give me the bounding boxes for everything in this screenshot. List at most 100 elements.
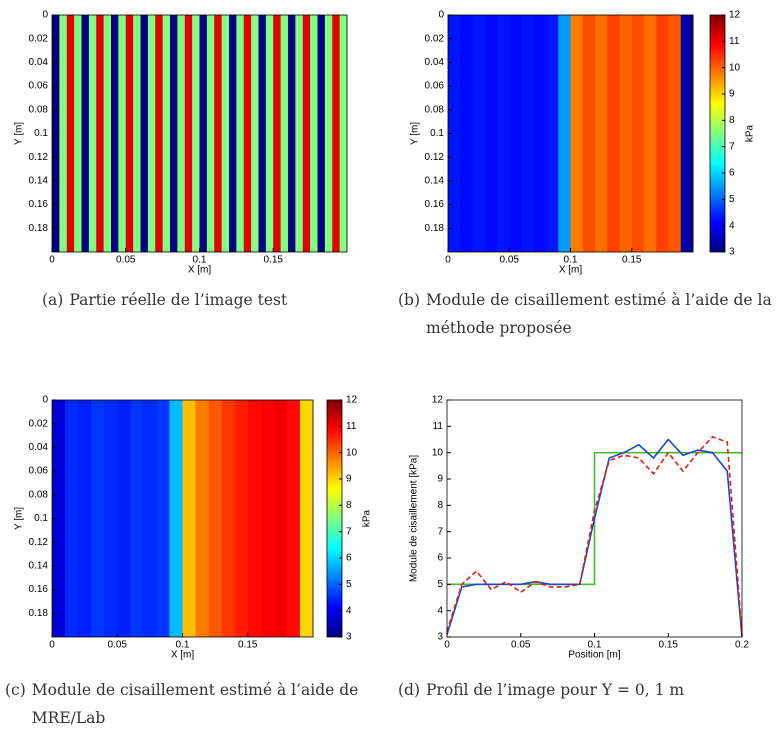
y-tick-label: 0.14 — [29, 561, 49, 572]
y-axis-label: Y [m] — [14, 122, 25, 145]
y-tick-label: 8 — [437, 500, 443, 511]
x-tick-label: 0 — [49, 255, 55, 266]
heatmap-cell — [52, 400, 66, 637]
heatmap-cell — [299, 400, 314, 637]
colorbar-tick-label: 11 — [346, 421, 357, 432]
heatmap-cell — [59, 15, 68, 252]
heatmap-cell — [509, 15, 522, 252]
heatmap-cell — [644, 15, 657, 252]
y-tick-label: 5 — [437, 579, 443, 590]
heatmap-cell — [184, 15, 193, 252]
heatmap-cell — [130, 400, 144, 637]
heatmap-cell — [656, 15, 669, 252]
heatmap-cell — [156, 400, 170, 637]
y-tick-label: 0.16 — [29, 199, 49, 210]
caption: (b) Module de cisaillement estimé à l’aid… — [398, 286, 778, 342]
heatmap-cell — [631, 15, 645, 252]
x-tick-label: 0.15 — [264, 255, 284, 266]
heatmap-cell — [221, 400, 236, 637]
colorbar-label: kPa — [362, 509, 373, 527]
heatmap-cell — [324, 15, 333, 252]
heatmap-cell — [521, 15, 535, 252]
y-tick-label: 0.04 — [425, 57, 445, 68]
y-tick-label: 10 — [432, 447, 444, 458]
y-tick-label: 0 — [42, 395, 48, 406]
heatmap-cell — [265, 15, 274, 252]
heatmap-cell — [619, 15, 633, 252]
heatmap-cell — [251, 15, 259, 252]
heatmap-cell — [74, 15, 82, 252]
x-tick-label: 0.1 — [564, 255, 578, 266]
y-tick-label: 0.16 — [425, 199, 445, 210]
heatmap-cell — [339, 15, 348, 252]
x-tick-label: 0.15 — [659, 640, 679, 651]
y-tick-label: 9 — [437, 474, 443, 485]
heatmap-cell — [192, 15, 200, 252]
heatmap-cell — [206, 15, 215, 252]
heatmap-cell — [273, 15, 282, 252]
heatmap-cell — [295, 15, 304, 252]
heatmap-cell — [484, 15, 498, 252]
x-tick-label: 0.1 — [193, 255, 207, 266]
heatmap-cell — [234, 400, 249, 637]
x-tick-label: 0.05 — [500, 255, 520, 266]
caption-text: Module de cisaillement estimé à l’aide d… — [426, 291, 772, 337]
heatmap-cell — [258, 15, 267, 252]
x-axis-label: X [m] — [559, 265, 583, 276]
colorbar-tick-label: 4 — [346, 605, 352, 616]
caption-label: (d) — [398, 681, 421, 699]
caption-text: Profil de l’image pour Y = 0, 1 m — [426, 681, 685, 699]
heatmap-cell — [317, 15, 326, 252]
y-axis-label: Module de cisaillement [kPa] — [409, 455, 420, 583]
colorbar-tick-label: 6 — [346, 553, 352, 564]
heatmap-cell — [214, 15, 223, 252]
x-axis-label: X [m] — [188, 265, 212, 276]
heatmap-cell — [448, 15, 461, 252]
y-tick-label: 0.1 — [430, 128, 444, 139]
y-tick-label: 0.14 — [425, 176, 445, 187]
heatmap-cell — [78, 400, 92, 637]
colorbar — [709, 14, 726, 253]
y-tick-label: 0.18 — [425, 223, 445, 234]
heatmap-cell — [497, 15, 510, 252]
colorbar-tick-label: 9 — [729, 89, 735, 100]
heatmap-cell — [147, 15, 156, 252]
colorbar-tick-label: 8 — [729, 115, 735, 126]
y-tick-label: 0.12 — [425, 152, 445, 163]
y-tick-label: 0.02 — [29, 418, 49, 429]
y-axis-label: Y [m] — [14, 507, 25, 530]
y-tick-label: 0.04 — [29, 57, 49, 68]
heatmap-cell — [310, 15, 318, 252]
heatmap-cell — [195, 400, 209, 637]
colorbar-tick-label: 10 — [729, 62, 741, 73]
y-tick-label: 0.18 — [29, 608, 49, 619]
x-tick-label: 0.2 — [735, 640, 749, 651]
heatmap-cell — [472, 15, 486, 252]
heatmap-cell — [221, 15, 230, 252]
heatmap-cell — [125, 15, 134, 252]
y-tick-label: 0.06 — [29, 81, 49, 92]
heatmap-cell — [546, 15, 559, 252]
heatmap-cell — [243, 15, 252, 252]
colorbar-tick-label: 3 — [346, 632, 352, 643]
heatmap-cell — [286, 400, 301, 637]
heatmap-cell — [236, 15, 245, 252]
colorbar-tick-label: 6 — [729, 168, 735, 179]
x-tick-label: 0 — [444, 640, 450, 651]
x-tick-label: 0.1 — [176, 640, 190, 651]
y-tick-label: 12 — [432, 395, 444, 406]
heatmap-cell — [118, 15, 127, 252]
heatmap-cell — [332, 15, 341, 252]
y-tick-label: 0 — [438, 10, 444, 21]
colorbar-tick-label: 5 — [729, 194, 735, 205]
x-tick-label: 0.05 — [511, 640, 531, 651]
line — [446, 438, 743, 638]
heatmap-cell — [533, 15, 547, 252]
colorbar-tick-label: 4 — [729, 220, 735, 231]
caption-label: (c) — [5, 681, 26, 699]
heatmap-cell — [607, 15, 620, 252]
y-tick-label: 0.12 — [29, 152, 49, 163]
y-tick-label: 0.1 — [34, 513, 48, 524]
x-tick-label: 0.05 — [116, 255, 136, 266]
y-axis-label: Y [m] — [410, 122, 421, 145]
